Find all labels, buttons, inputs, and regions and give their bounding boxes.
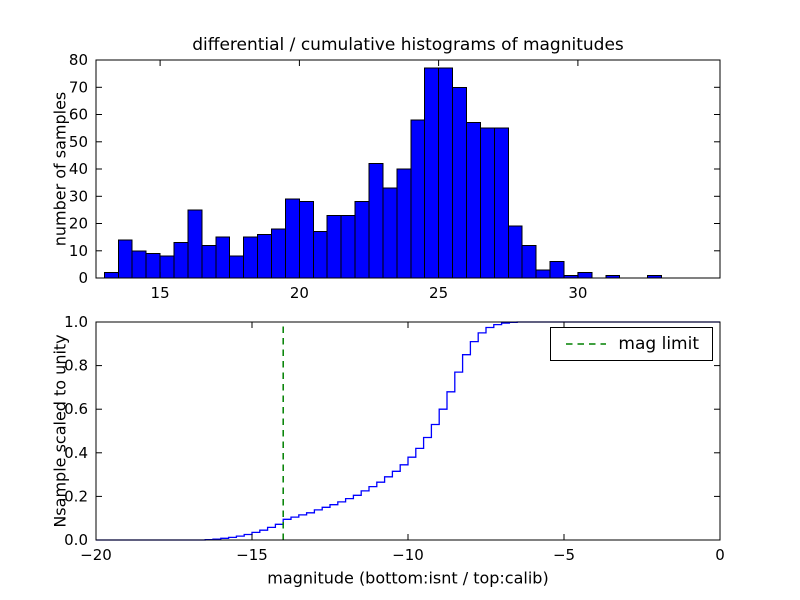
top-y-axis-label: number of samples bbox=[50, 91, 70, 247]
histogram-bar bbox=[117, 239, 133, 279]
y-tick-label: 0.6 bbox=[64, 400, 88, 418]
y-tick-label: 0.4 bbox=[64, 444, 88, 462]
y-tick-label: 1.0 bbox=[64, 313, 88, 331]
x-tick-label: −5 bbox=[553, 546, 575, 564]
bottom-y-axis-label: Nsample scaled to unity bbox=[50, 334, 70, 528]
histogram-bar bbox=[271, 228, 286, 279]
y-tick-label: 50 bbox=[69, 133, 88, 151]
histogram-bar bbox=[354, 201, 370, 279]
histogram-bar bbox=[229, 255, 245, 279]
cumulative-histogram-plot: −20 −15 −10 −5 0 0.0 0.2 0.4 0.6 0.8 1.0 bbox=[64, 313, 725, 564]
x-tick-label: 30 bbox=[568, 284, 587, 302]
histogram-bar bbox=[479, 127, 495, 279]
histogram-bar bbox=[521, 244, 537, 279]
histogram-bar bbox=[493, 127, 509, 279]
histogram-bar bbox=[438, 67, 454, 279]
histogram-bar bbox=[257, 233, 273, 279]
x-tick-label: 20 bbox=[290, 284, 309, 302]
legend-entry-label: mag limit bbox=[618, 334, 699, 354]
histogram-bar bbox=[577, 272, 593, 279]
histogram-bar bbox=[131, 250, 147, 279]
histogram-bar bbox=[382, 187, 398, 279]
histogram-bar bbox=[326, 214, 342, 279]
histogram-bar bbox=[466, 122, 481, 279]
cumulative-step-line bbox=[96, 321, 720, 541]
bottom-x-axis-label: magnitude (bottom:isnt / top:calib) bbox=[267, 568, 549, 588]
histogram-bar bbox=[312, 231, 328, 279]
x-tick-label: 15 bbox=[151, 284, 170, 302]
legend-dashed-line-icon bbox=[566, 343, 607, 345]
x-tick-label: −10 bbox=[392, 546, 424, 564]
y-tick-label: 0.0 bbox=[64, 531, 88, 549]
histogram-bar bbox=[452, 86, 468, 279]
histogram-bar bbox=[201, 244, 217, 279]
histogram-bar bbox=[424, 67, 440, 279]
histogram-bar bbox=[340, 214, 356, 279]
y-tick-label: 20 bbox=[69, 215, 88, 233]
differential-histogram-plot: 15 20 25 30 0 10 20 30 40 50 60 70 80 bbox=[69, 51, 721, 302]
y-tick-label: 30 bbox=[69, 187, 88, 205]
y-tick-label: 0.8 bbox=[64, 357, 88, 375]
histogram-bar bbox=[396, 168, 412, 279]
histogram-bar bbox=[159, 255, 175, 279]
histogram-bar bbox=[145, 252, 161, 279]
legend: mag limit bbox=[550, 327, 713, 361]
histogram-bar bbox=[368, 163, 384, 279]
histogram-bar bbox=[215, 236, 231, 279]
y-tick-label: 10 bbox=[69, 242, 88, 260]
x-tick-label: −15 bbox=[236, 546, 268, 564]
y-tick-label: 60 bbox=[69, 106, 88, 124]
x-tick-label: 25 bbox=[429, 284, 448, 302]
histogram-bar bbox=[187, 209, 203, 279]
histogram-bar bbox=[535, 269, 551, 279]
y-tick-label: 0.2 bbox=[64, 487, 88, 505]
histogram-bar bbox=[549, 261, 565, 279]
histogram-bar bbox=[173, 242, 189, 279]
chart-title: differential / cumulative histograms of … bbox=[192, 35, 624, 55]
x-tick-label: 0 bbox=[715, 546, 725, 564]
histogram-bar bbox=[103, 272, 119, 279]
histogram-bar bbox=[410, 119, 426, 279]
histogram-bar bbox=[284, 198, 300, 279]
histogram-bar bbox=[243, 236, 259, 279]
x-tick-label: −20 bbox=[80, 546, 112, 564]
histogram-bar bbox=[507, 225, 523, 279]
y-tick-label: 70 bbox=[69, 78, 88, 96]
y-tick-label: 0 bbox=[78, 269, 88, 287]
y-tick-label: 40 bbox=[69, 160, 88, 178]
y-tick-label: 80 bbox=[69, 51, 88, 69]
histogram-bar bbox=[298, 201, 314, 279]
